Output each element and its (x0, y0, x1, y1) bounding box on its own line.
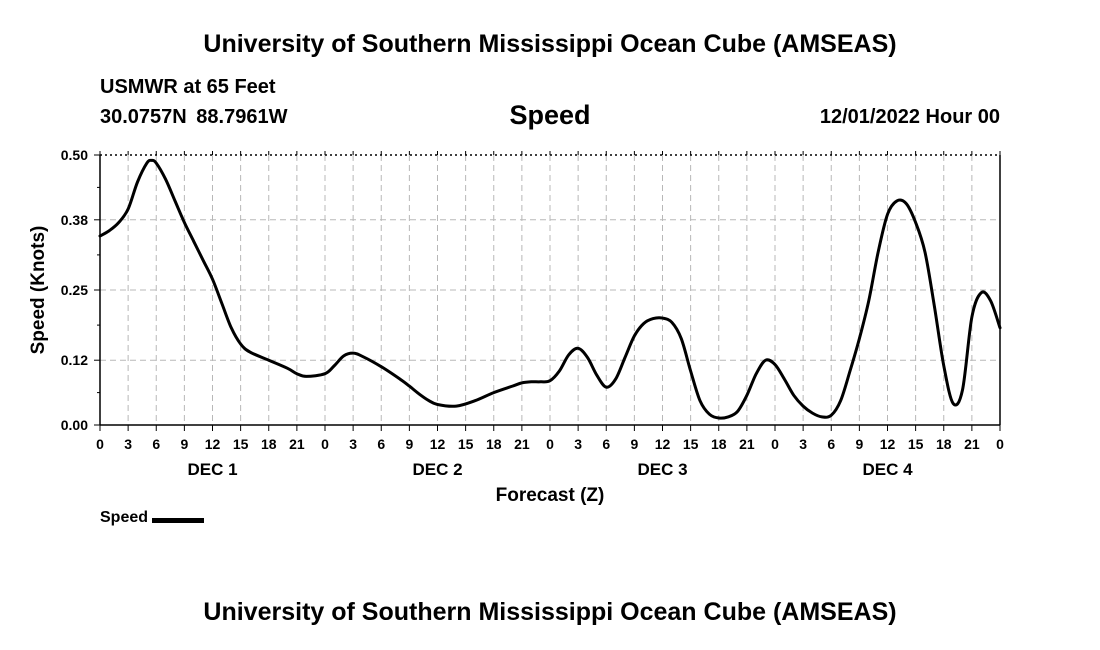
x-tick-label: 9 (630, 436, 638, 452)
x-day-label: DEC 4 (862, 460, 913, 479)
y-tick-label: 0.25 (61, 282, 88, 298)
y-tick-label: 0.00 (61, 417, 88, 433)
x-day-label: DEC 3 (637, 460, 687, 479)
plot-title: Speed (509, 100, 591, 130)
x-tick-label: 15 (908, 436, 924, 452)
x-tick-label: 6 (602, 436, 610, 452)
x-tick-label: 6 (152, 436, 160, 452)
x-axis-title: Forecast (Z) (496, 485, 605, 506)
x-tick-label: 18 (936, 436, 952, 452)
x-tick-label: 18 (261, 436, 277, 452)
coordinates-label: 30.0757N 88.7961W (100, 106, 288, 128)
series-line-speed (98, 158, 1002, 420)
x-tick-label: 18 (486, 436, 502, 452)
x-tick-label: 21 (739, 436, 755, 452)
x-tick-label: 0 (546, 436, 554, 452)
x-day-label: DEC 2 (412, 460, 462, 479)
legend-line-swatch (152, 517, 205, 523)
x-tick-label: 15 (458, 436, 474, 452)
x-tick-label: 15 (683, 436, 699, 452)
x-tick-label: 12 (655, 436, 671, 452)
x-tick-label: 0 (96, 436, 104, 452)
x-tick-label: 12 (880, 436, 896, 452)
forecast-datetime: 12/01/2022 Hour 00 (819, 106, 1000, 128)
x-tick-label: 3 (349, 436, 357, 452)
x-tick-label: 12 (205, 436, 221, 452)
x-tick-label: 3 (574, 436, 582, 452)
y-tick-label: 0.38 (61, 212, 88, 228)
y-tick-label: 0.12 (61, 352, 88, 368)
x-tick-label: 12 (430, 436, 446, 452)
legend: Speed (100, 509, 205, 527)
station-label: USMWR at 65 Feet (100, 76, 276, 98)
x-tick-label: 0 (996, 436, 1004, 452)
x-tick-label: 18 (711, 436, 727, 452)
x-tick-label: 9 (180, 436, 188, 452)
x-day-label: DEC 1 (187, 460, 237, 479)
chart-main-title: University of Southern Mississippi Ocean… (203, 30, 897, 58)
x-tick-label: 21 (514, 436, 530, 452)
x-tick-label: 9 (855, 436, 863, 452)
x-tick-label: 15 (233, 436, 249, 452)
footer-title: University of Southern Mississippi Ocean… (203, 598, 897, 626)
x-tick-label: 21 (289, 436, 305, 452)
x-tick-label: 6 (827, 436, 835, 452)
x-tick-label: 0 (771, 436, 779, 452)
x-tick-label: 6 (377, 436, 385, 452)
legend-label: Speed (100, 509, 149, 526)
y-tick-label: 0.50 (61, 147, 88, 163)
x-tick-label: 3 (799, 436, 807, 452)
y-axis-title: Speed (Knots) (28, 226, 49, 355)
x-tick-label: 0 (321, 436, 329, 452)
x-tick-label: 9 (405, 436, 413, 452)
x-tick-label: 21 (964, 436, 980, 452)
x-tick-label: 3 (124, 436, 132, 452)
